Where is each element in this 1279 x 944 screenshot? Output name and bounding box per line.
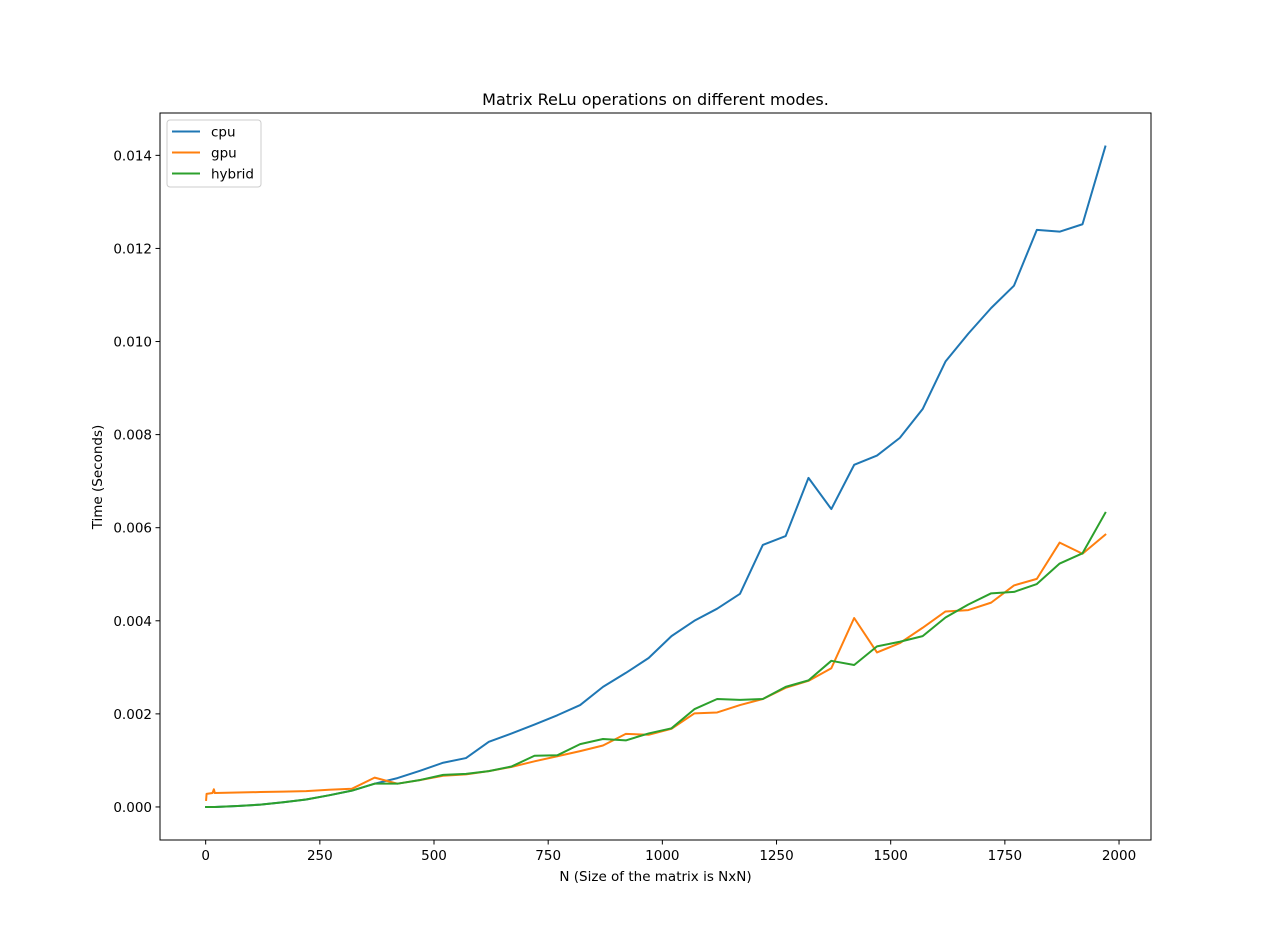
- x-tick-label: 1000: [645, 848, 679, 864]
- legend-box: [166, 119, 262, 188]
- y-tick-label: 0.012: [113, 241, 152, 257]
- x-tick-label: 1750: [988, 848, 1022, 864]
- x-tick-label: 1250: [759, 848, 793, 864]
- y-axis: 0.000 0.002 0.004 0.006 0.008 0.010 0.012 0.014: [113, 148, 160, 816]
- y-axis-label: Time (Seconds): [90, 425, 106, 531]
- y-tick-label: 0.000: [113, 800, 152, 816]
- y-tick-label: 0.008: [113, 428, 152, 444]
- plot-area: [205, 145, 1107, 808]
- legend: cpu gpu hybrid: [166, 119, 262, 188]
- series-line-hybrid: [205, 511, 1107, 808]
- x-tick-label: 1500: [874, 848, 908, 864]
- x-axis-label: N (Size of the matrix is NxN): [559, 869, 751, 885]
- legend-label-gpu: gpu: [211, 146, 237, 162]
- x-tick-label: 0: [201, 848, 210, 864]
- legend-label-hybrid: hybrid: [211, 167, 254, 183]
- y-tick-label: 0.014: [113, 148, 152, 164]
- y-tick-label: 0.004: [113, 614, 152, 630]
- x-tick-label: 750: [535, 848, 561, 864]
- axes-frame: [159, 112, 1152, 841]
- x-axis: 0 250 500 750 1000 1250 1500 1750 2000: [201, 840, 1136, 864]
- y-tick-label: 0.010: [113, 335, 152, 351]
- x-tick-label: 2000: [1102, 848, 1136, 864]
- y-tick-label: 0.006: [113, 521, 152, 537]
- x-tick-label: 500: [421, 848, 447, 864]
- x-tick-label: 250: [307, 848, 333, 864]
- y-tick-label: 0.002: [113, 707, 152, 723]
- chart-title: Matrix ReLu operations on different mode…: [482, 90, 829, 109]
- legend-label-cpu: cpu: [211, 125, 236, 141]
